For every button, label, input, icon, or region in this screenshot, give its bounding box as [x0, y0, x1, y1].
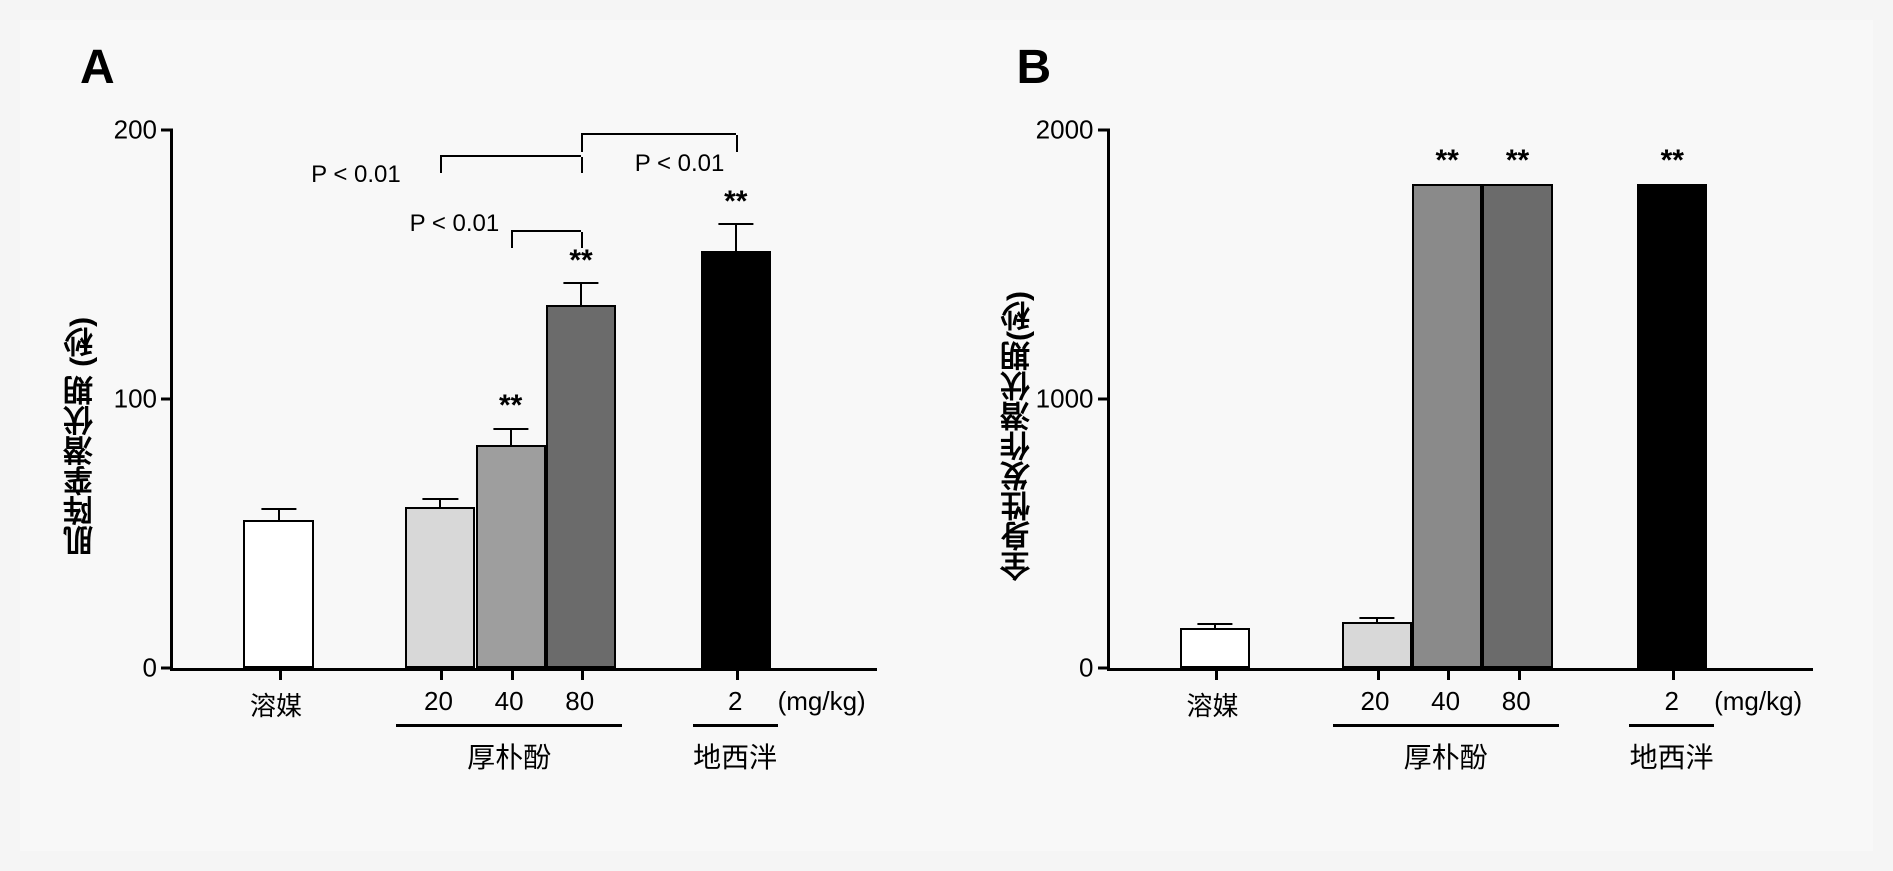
- x-tick: [1672, 668, 1675, 680]
- bar: [546, 305, 616, 668]
- error-cap: [261, 508, 296, 510]
- panel-a-chart: 0100200******P < 0.01P < 0.01P < 0.01: [170, 130, 877, 671]
- bar: [1637, 184, 1707, 668]
- bar: [476, 445, 546, 668]
- error-bar: [580, 283, 582, 305]
- error-bar: [510, 429, 512, 445]
- bracket-vertical: [736, 135, 738, 151]
- y-tick-label: 2000: [1036, 115, 1110, 146]
- x-category-label: 溶媒: [1186, 686, 1238, 723]
- x-tick: [1518, 668, 1521, 680]
- x-tick: [1215, 668, 1218, 680]
- panel-b-chart: 010002000******: [1107, 130, 1814, 671]
- error-cap: [423, 498, 458, 500]
- bracket-horizontal: [581, 133, 736, 135]
- panel-a: A 肌阵挛潜伏期 (秒) 0 100 200 ** ** ** P < 0.01 P < 0.…: [40, 40, 917, 831]
- figure-container: A 肌阵挛潜伏期 (秒) 0100200******P < 0.01P < 0.…: [20, 20, 1873, 851]
- y-tick-label: 200: [114, 115, 173, 146]
- bar: [1412, 184, 1482, 668]
- error-cap: [1359, 617, 1394, 619]
- panel-a-plot: 0100200******P < 0.01P < 0.01P < 0.01: [170, 130, 877, 671]
- x-tick: [279, 668, 282, 680]
- significance-marker: **: [1435, 144, 1458, 178]
- panel-b: B 全身性发作潜伏期(秒) 0 1000 2000 ** ** ** 溶媒 20 40 80 2 厚…: [977, 40, 1854, 831]
- bar: [1180, 628, 1250, 668]
- error-bar: [439, 499, 441, 507]
- bar: [1482, 184, 1552, 668]
- significance-marker: **: [724, 185, 747, 219]
- significance-marker: **: [499, 389, 522, 423]
- x-category-label: 2: [728, 686, 742, 717]
- x-tick: [1447, 668, 1450, 680]
- error-bar: [278, 509, 280, 520]
- unit-label: (mg/kg): [778, 686, 866, 717]
- error-cap: [1197, 623, 1232, 625]
- x-category-label: 40: [1431, 686, 1460, 717]
- y-tick-label: 0: [143, 653, 173, 684]
- x-category-label: 20: [424, 686, 453, 717]
- x-tick: [736, 668, 739, 680]
- group-underline: [693, 724, 778, 727]
- x-category-label: 80: [1502, 686, 1531, 717]
- x-category-label: 80: [565, 686, 594, 717]
- panel-b-plot: 010002000******: [1107, 130, 1814, 671]
- bracket-horizontal: [511, 230, 581, 232]
- bracket-vertical: [581, 157, 583, 173]
- panel-a-ylabel: 肌阵挛潜伏期 (秒): [60, 316, 104, 554]
- pvalue-label: P < 0.01: [635, 150, 725, 178]
- significance-marker: **: [569, 244, 592, 278]
- x-tick: [511, 668, 514, 680]
- bar: [405, 507, 475, 668]
- bar: [243, 520, 313, 668]
- x-tick: [581, 668, 584, 680]
- group-label: 厚朴酚: [467, 736, 551, 776]
- panel-a-label: A: [80, 40, 115, 95]
- x-tick: [440, 668, 443, 680]
- significance-marker: **: [1506, 144, 1529, 178]
- x-category-label: 2: [1664, 686, 1678, 717]
- x-category-label: 溶媒: [250, 686, 302, 723]
- bracket-vertical: [440, 157, 442, 173]
- pvalue-label: P < 0.01: [410, 210, 500, 238]
- group-underline: [1333, 724, 1559, 727]
- significance-marker: **: [1661, 144, 1684, 178]
- panel-b-label: B: [1017, 40, 1052, 95]
- bracket-vertical: [581, 232, 583, 248]
- unit-label: (mg/kg): [1714, 686, 1802, 717]
- x-tick: [1377, 668, 1380, 680]
- panel-a-xlabels: 溶媒2040802厚朴酚地西泮(mg/kg): [170, 686, 877, 726]
- error-cap: [563, 282, 598, 284]
- group-label: 地西泮: [693, 736, 777, 776]
- error-cap: [493, 428, 528, 430]
- group-label: 地西泮: [1630, 736, 1714, 776]
- bracket-horizontal: [440, 155, 581, 157]
- panel-b-xlabels: 溶媒2040802厚朴酚地西泮(mg/kg): [1107, 686, 1814, 726]
- y-tick-label: 100: [114, 384, 173, 415]
- bar: [701, 251, 771, 668]
- bracket-vertical: [581, 135, 583, 151]
- group-underline: [396, 724, 622, 727]
- x-category-label: 20: [1361, 686, 1390, 717]
- y-tick-label: 0: [1079, 653, 1109, 684]
- error-cap: [718, 223, 753, 225]
- pvalue-label: P < 0.01: [311, 161, 401, 189]
- bar: [1342, 622, 1412, 668]
- x-category-label: 40: [495, 686, 524, 717]
- error-bar: [735, 224, 737, 251]
- y-tick-label: 1000: [1036, 384, 1110, 415]
- bracket-vertical: [511, 232, 513, 248]
- panel-b-ylabel: 全身性发作潜伏期(秒): [997, 291, 1041, 581]
- group-underline: [1629, 724, 1714, 727]
- group-label: 厚朴酚: [1404, 736, 1488, 776]
